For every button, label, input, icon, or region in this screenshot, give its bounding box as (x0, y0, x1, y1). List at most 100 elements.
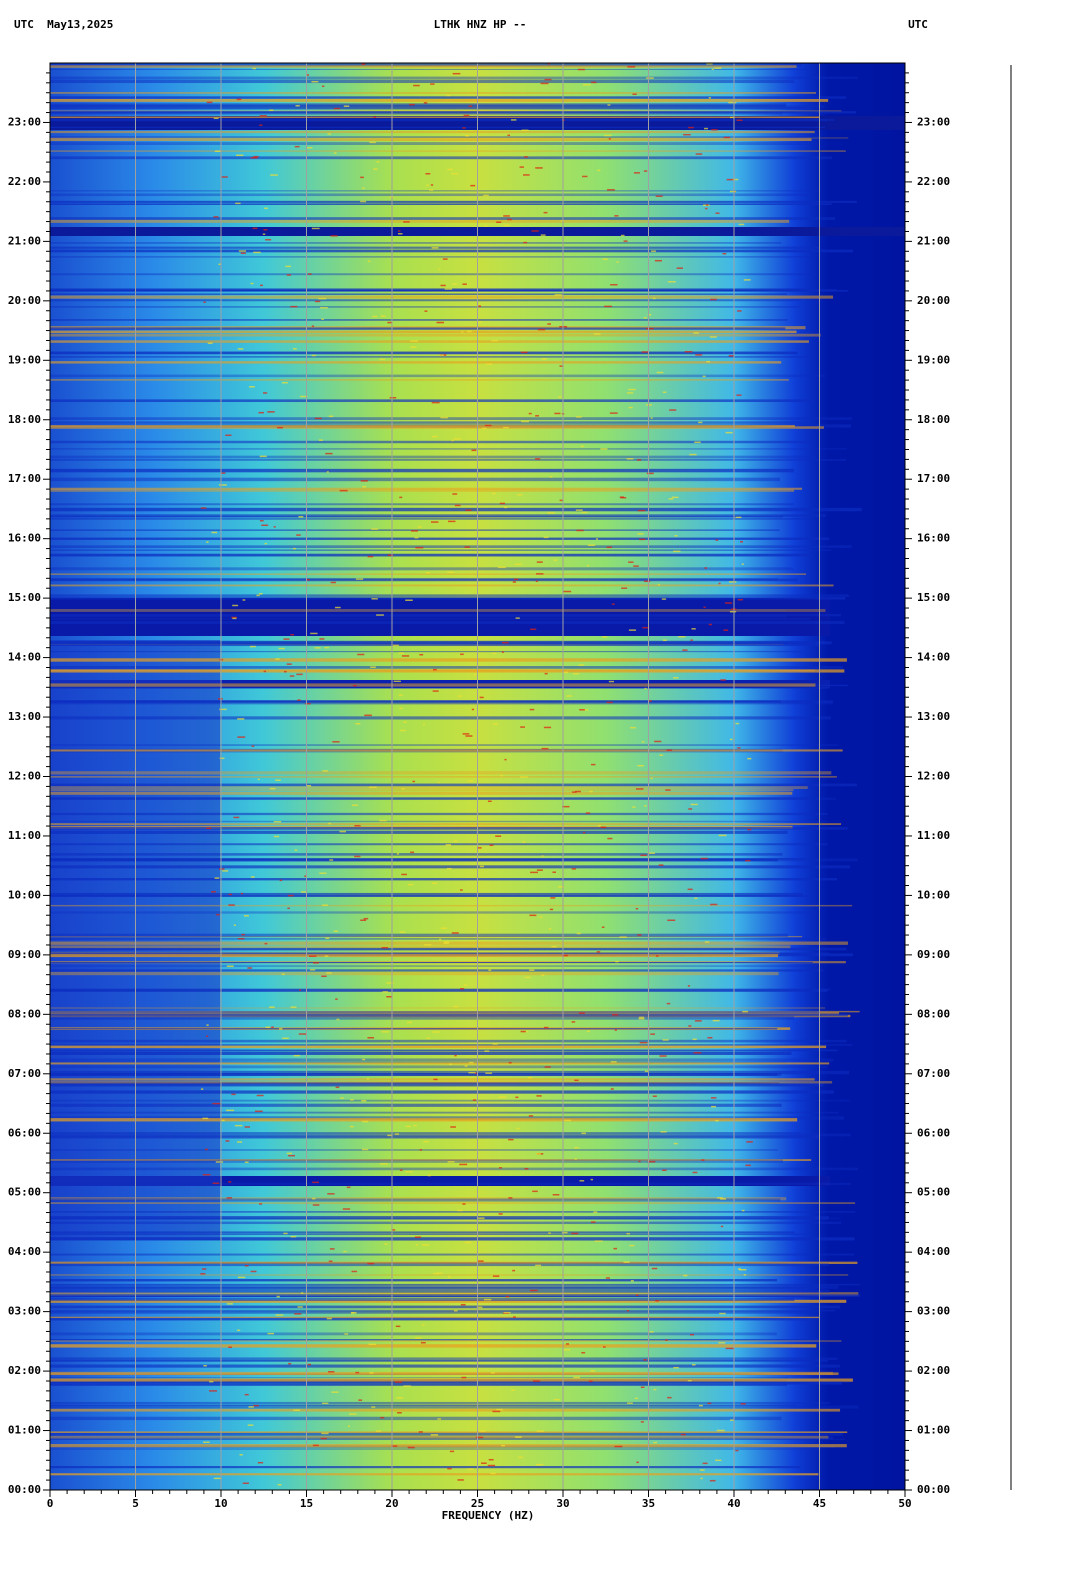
streak (50, 1364, 840, 1368)
streak (50, 424, 795, 428)
streak (50, 1448, 821, 1450)
speckle (528, 1115, 534, 1117)
speckle (737, 747, 741, 749)
streak (50, 553, 813, 557)
streak (50, 783, 858, 787)
speckle (641, 351, 649, 353)
speckle (488, 969, 492, 971)
speckle (662, 391, 667, 394)
speckle (640, 1421, 644, 1423)
streak (50, 1182, 851, 1186)
speckle (322, 1402, 329, 1405)
speckle (499, 502, 506, 505)
streak (50, 417, 853, 421)
speckle (638, 1160, 641, 1163)
streak (50, 1316, 820, 1319)
speckle (362, 1120, 369, 1123)
speckle (310, 632, 318, 635)
y-tick-label-right: 18:00 (917, 413, 950, 426)
speckle (259, 124, 263, 126)
speckle (508, 1138, 514, 1141)
speckle (403, 221, 410, 223)
x-tick-label: 50 (898, 1497, 911, 1510)
speckle (264, 542, 267, 545)
speckle (524, 976, 531, 979)
speckle (520, 1030, 526, 1033)
streak (50, 1011, 820, 1014)
streak (50, 1044, 853, 1046)
speckle (349, 1125, 354, 1128)
speckle (247, 967, 253, 969)
y-tick-label: 08:00 (8, 1007, 41, 1020)
speckle (643, 170, 648, 172)
streak (50, 1149, 778, 1151)
streak (50, 797, 810, 800)
streak (50, 333, 821, 337)
speckle (237, 348, 244, 350)
streak (50, 1012, 840, 1015)
speckle (244, 1265, 249, 1267)
speckle (273, 821, 282, 823)
streak (50, 1049, 838, 1052)
speckle (740, 1403, 746, 1405)
speckle (495, 835, 502, 837)
speckle (535, 415, 539, 417)
speckle (451, 439, 454, 442)
speckle (372, 315, 378, 318)
speckle (673, 550, 681, 553)
speckle (722, 252, 727, 255)
speckle (410, 346, 417, 348)
speckle (443, 942, 449, 944)
speckle (503, 224, 511, 227)
streak (50, 830, 788, 834)
streak (50, 119, 828, 122)
speckle (544, 672, 548, 675)
speckle (736, 394, 742, 396)
speckle (426, 1037, 431, 1039)
speckle (306, 784, 312, 787)
speckle (351, 804, 359, 806)
speckle (322, 770, 329, 772)
speckle (604, 305, 612, 308)
speckle (512, 1316, 516, 1318)
speckle (269, 787, 276, 790)
speckle (737, 310, 742, 312)
streak (50, 615, 788, 618)
speckle (422, 1324, 425, 1326)
speckle (366, 1077, 370, 1080)
speckle (579, 709, 585, 711)
speckle (745, 859, 751, 862)
speckle (231, 1093, 236, 1096)
streak (50, 961, 813, 964)
streak (50, 1466, 801, 1469)
streak (50, 744, 839, 747)
speckle (676, 267, 683, 269)
streak (50, 1296, 823, 1298)
streak (50, 857, 805, 860)
speckle (498, 566, 506, 569)
speckle (507, 218, 512, 221)
streak (50, 1311, 811, 1314)
speckle (376, 614, 384, 616)
speckle (607, 837, 613, 840)
speckle (559, 499, 564, 502)
speckle (460, 889, 463, 891)
speckle (498, 1213, 503, 1215)
y-tick-label-right: 09:00 (917, 948, 950, 961)
y-tick-label-right: 16:00 (917, 532, 950, 545)
speckle (447, 571, 455, 574)
speckle (282, 1037, 289, 1040)
speckle (597, 169, 601, 172)
speckle (301, 1292, 304, 1294)
speckle (477, 321, 482, 323)
speckle (512, 1269, 516, 1272)
speckle (544, 1066, 551, 1068)
speckle (565, 1343, 570, 1345)
streak (50, 1377, 789, 1379)
speckle (588, 1380, 593, 1383)
speckle (468, 105, 473, 107)
speckle (410, 851, 415, 854)
speckle (742, 1010, 748, 1013)
speckle (380, 315, 386, 317)
speckle (393, 680, 401, 683)
